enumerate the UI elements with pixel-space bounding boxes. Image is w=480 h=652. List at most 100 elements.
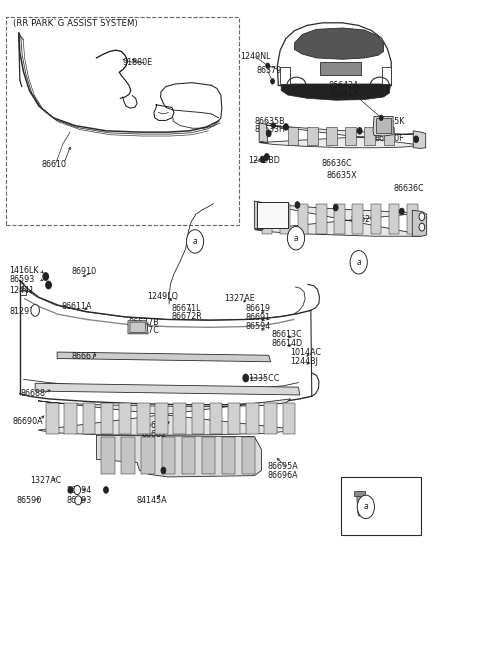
Text: 86611A: 86611A <box>62 302 93 311</box>
Text: 86677B: 86677B <box>129 318 160 327</box>
Polygon shape <box>283 403 295 434</box>
Text: 1327AC: 1327AC <box>30 476 61 484</box>
Circle shape <box>419 213 425 220</box>
Polygon shape <box>345 127 356 145</box>
Circle shape <box>284 124 288 130</box>
Polygon shape <box>358 512 361 516</box>
Text: (RR PARK`G ASSIST SYSTEM): (RR PARK`G ASSIST SYSTEM) <box>12 19 137 28</box>
Text: 1335CC: 1335CC <box>248 374 279 383</box>
Polygon shape <box>156 403 168 434</box>
Polygon shape <box>352 203 363 233</box>
Text: 86610: 86610 <box>41 160 66 169</box>
Text: a: a <box>294 233 298 243</box>
Text: 1249LQ: 1249LQ <box>147 292 178 301</box>
Polygon shape <box>382 67 391 84</box>
Text: 86355K: 86355K <box>374 117 404 126</box>
Text: 86696A: 86696A <box>268 471 299 480</box>
Text: 86636C: 86636C <box>322 160 352 168</box>
Polygon shape <box>354 491 365 496</box>
Polygon shape <box>334 203 345 233</box>
Circle shape <box>379 115 383 121</box>
Text: 86642A: 86642A <box>328 81 359 90</box>
Text: 86690A: 86690A <box>12 417 43 426</box>
Polygon shape <box>57 352 271 362</box>
Circle shape <box>261 156 265 163</box>
Text: 18643J: 18643J <box>380 492 408 501</box>
Polygon shape <box>371 203 381 233</box>
Polygon shape <box>298 203 309 233</box>
Polygon shape <box>192 403 204 434</box>
FancyBboxPatch shape <box>6 17 239 225</box>
Polygon shape <box>413 131 426 149</box>
Text: 86636C: 86636C <box>393 184 424 192</box>
Polygon shape <box>259 123 268 143</box>
Text: 1014AC: 1014AC <box>290 348 321 357</box>
Polygon shape <box>264 403 277 434</box>
Circle shape <box>272 123 276 128</box>
Text: 86613C: 86613C <box>272 330 302 339</box>
Circle shape <box>357 128 362 134</box>
Text: 86691: 86691 <box>246 313 271 322</box>
Circle shape <box>333 204 338 211</box>
Polygon shape <box>384 127 394 145</box>
Circle shape <box>77 497 82 503</box>
Circle shape <box>419 223 425 231</box>
Text: 86688: 86688 <box>21 389 46 398</box>
Text: 86590: 86590 <box>16 496 42 505</box>
Circle shape <box>414 136 419 143</box>
Text: 91880E: 91880E <box>123 58 153 67</box>
Text: 86681: 86681 <box>142 421 167 430</box>
Text: a: a <box>356 258 361 267</box>
Polygon shape <box>389 203 399 233</box>
FancyBboxPatch shape <box>340 477 421 535</box>
Circle shape <box>271 79 275 84</box>
Text: 86650F: 86650F <box>374 134 404 143</box>
Circle shape <box>104 486 108 493</box>
Circle shape <box>68 486 73 493</box>
Text: 86379: 86379 <box>257 66 282 75</box>
Polygon shape <box>316 203 326 233</box>
Polygon shape <box>357 496 362 512</box>
Text: 86635X: 86635X <box>326 171 357 180</box>
Polygon shape <box>246 403 259 434</box>
Polygon shape <box>38 399 291 436</box>
Text: 84145A: 84145A <box>136 496 167 505</box>
Text: 86619: 86619 <box>246 304 271 313</box>
Text: 92305E: 92305E <box>254 210 285 219</box>
Text: 86910: 86910 <box>72 267 96 276</box>
Circle shape <box>357 495 374 518</box>
Circle shape <box>264 154 269 160</box>
Polygon shape <box>46 403 59 434</box>
Text: 86620: 86620 <box>350 215 375 224</box>
Circle shape <box>43 273 48 280</box>
Polygon shape <box>364 127 375 145</box>
Circle shape <box>288 226 305 250</box>
Polygon shape <box>295 28 384 59</box>
Polygon shape <box>119 403 132 434</box>
Text: 86641A: 86641A <box>328 89 359 98</box>
Polygon shape <box>181 437 195 475</box>
Circle shape <box>75 496 82 505</box>
Polygon shape <box>101 403 113 434</box>
Polygon shape <box>202 437 215 475</box>
Polygon shape <box>128 321 148 334</box>
Polygon shape <box>210 403 222 434</box>
Circle shape <box>266 63 270 68</box>
Polygon shape <box>281 84 390 100</box>
Polygon shape <box>321 62 360 75</box>
Polygon shape <box>142 437 155 475</box>
Text: 1249NL: 1249NL <box>240 52 271 61</box>
Polygon shape <box>307 127 318 145</box>
Text: 86677C: 86677C <box>129 326 160 335</box>
Polygon shape <box>64 403 77 434</box>
Text: a: a <box>363 503 368 511</box>
Polygon shape <box>161 437 175 475</box>
Text: 86594: 86594 <box>67 486 92 495</box>
Polygon shape <box>280 203 290 233</box>
Polygon shape <box>259 125 421 148</box>
Polygon shape <box>228 403 240 434</box>
Text: a: a <box>192 237 197 246</box>
Text: 86614D: 86614D <box>272 339 303 348</box>
Circle shape <box>266 130 271 137</box>
Text: 86671L: 86671L <box>171 304 201 313</box>
